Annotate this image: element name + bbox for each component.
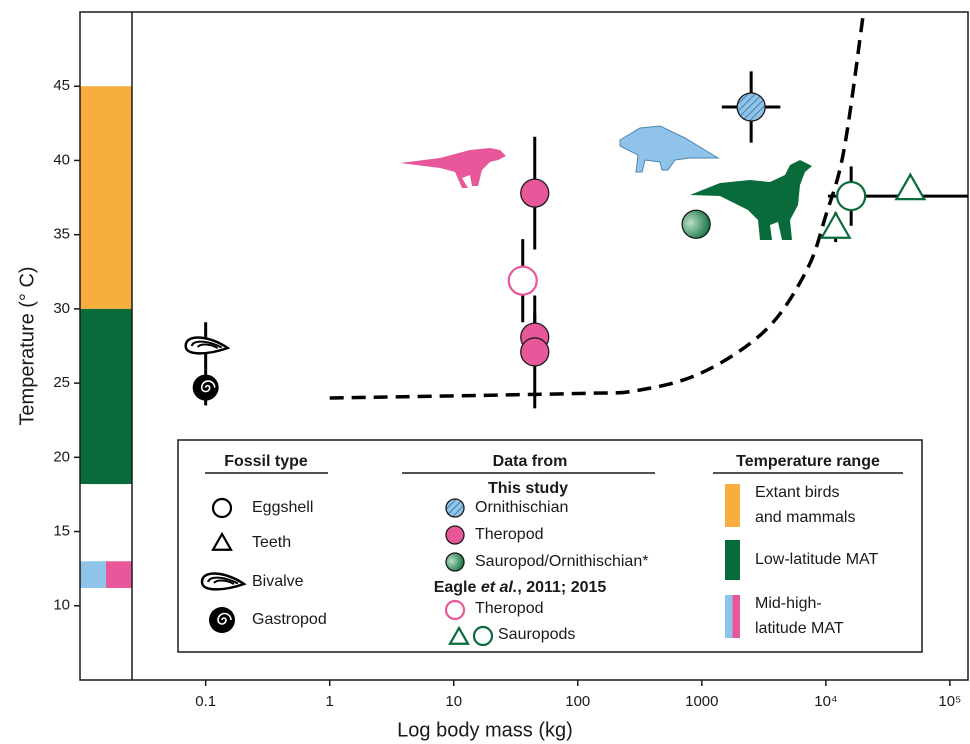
marker-gastropod	[192, 374, 219, 401]
marker-shape	[448, 625, 470, 645]
marker-circle	[211, 497, 233, 519]
legend-label: Eggshell	[252, 499, 313, 516]
x-axis-title: Log body mass (kg)	[397, 719, 573, 741]
marker-shape	[520, 178, 550, 208]
marker-triangle	[819, 211, 852, 239]
legend-label: Low-latitude MAT	[755, 551, 879, 568]
marker-shape	[507, 265, 538, 296]
marker-shape	[211, 497, 233, 519]
legend-label: Theropod	[475, 600, 544, 617]
legend-label: Ornithischian	[475, 499, 568, 516]
legend-label: Sauropods	[498, 626, 575, 643]
x-tick-label: 1000	[685, 693, 718, 710]
y-tick-label: 30	[53, 300, 70, 317]
legend-label: latitude MAT	[755, 620, 844, 637]
marker-circle	[836, 180, 867, 212]
y-tick-label: 10	[53, 597, 70, 614]
text-part: Eagle	[434, 579, 481, 596]
y-tick-label: 20	[53, 448, 70, 465]
legend-label: Bivalve	[252, 573, 304, 590]
legend-label: Theropod	[475, 526, 544, 543]
legend-swatch	[725, 484, 740, 527]
marker-triangle	[894, 172, 927, 201]
legend-swatch	[732, 595, 740, 638]
text-part: et al.	[481, 579, 517, 596]
legend-title: Fossil type	[224, 453, 308, 470]
marker-gastropod	[209, 607, 235, 633]
legend-label: Sauropod/Ornithischian*	[475, 553, 648, 570]
marker-bivalve	[184, 336, 231, 355]
range-bar	[80, 561, 106, 588]
marker-shape	[445, 525, 465, 545]
x-tick-label: 0.1	[195, 693, 216, 710]
plot-frame	[79, 11, 969, 681]
x-tick-label: 10⁴	[814, 693, 837, 710]
marker-circle	[507, 265, 538, 296]
marker-shape	[445, 552, 465, 572]
sauropod-silhouette	[690, 160, 812, 240]
marker-shape	[894, 172, 927, 201]
range-bar	[80, 308, 132, 485]
range-bar	[106, 561, 132, 588]
marker-shape	[681, 209, 711, 239]
marker-circle	[736, 92, 766, 122]
marker-shape	[445, 498, 465, 518]
legend-group-title: Eagle et al., 2011; 2015	[434, 579, 607, 596]
marker-circle	[445, 498, 465, 518]
marker-circle	[472, 625, 494, 647]
marker-circle	[520, 178, 550, 208]
marker-shape	[190, 340, 223, 349]
legend-group-title: This study	[488, 480, 568, 497]
legend-label: and mammals	[755, 509, 855, 526]
marker-shape	[736, 92, 766, 122]
marker-shape	[444, 599, 466, 621]
marker-shape	[200, 380, 216, 393]
legend-label: Mid-high-	[755, 595, 822, 612]
temperature-ranges	[80, 86, 132, 588]
legend-swatch	[725, 595, 733, 638]
legend-label: Teeth	[252, 534, 291, 551]
x-tick-label: 10	[445, 693, 462, 710]
legend-title: Temperature range	[736, 453, 880, 470]
theropod-silhouette	[400, 148, 506, 188]
legend: Fossil type Data from Temperature range …	[177, 439, 923, 653]
legend-label: Extant birds	[755, 484, 839, 501]
y-axis-title: Temperature (° C)	[16, 266, 38, 425]
marker-shape	[472, 625, 494, 647]
marker-shape	[819, 211, 852, 239]
legend-label: Gastropod	[252, 611, 327, 628]
marker-circle	[445, 525, 465, 545]
marker-triangle	[211, 531, 233, 551]
legend-title: Data from	[493, 453, 568, 470]
x-tick-label: 100	[565, 693, 590, 710]
legend-box	[177, 439, 923, 653]
marker-shape	[207, 576, 239, 585]
range-bar	[80, 86, 132, 309]
marker-circle	[681, 209, 711, 239]
marker-circle	[445, 552, 465, 572]
x-tick-label: 10⁵	[938, 693, 961, 710]
text-part: , 2011; 2015	[517, 579, 606, 596]
y-tick-label: 15	[53, 523, 70, 540]
marker-circle	[520, 337, 550, 367]
y-tick-label: 25	[53, 374, 70, 391]
ornithischian-silhouette	[619, 125, 720, 173]
y-tick-label: 35	[53, 226, 70, 243]
y-tick-label: 40	[53, 151, 70, 168]
marker-shape	[217, 612, 232, 625]
marker-triangle	[448, 625, 470, 645]
marker-circle	[444, 599, 466, 621]
y-tick-label: 45	[53, 77, 70, 94]
marker-shape	[520, 337, 550, 367]
x-tick-label: 1	[326, 693, 334, 710]
legend-swatch	[725, 540, 740, 580]
marker-shape	[836, 180, 867, 212]
marker-bivalve	[200, 572, 247, 591]
marker-shape	[211, 531, 233, 551]
